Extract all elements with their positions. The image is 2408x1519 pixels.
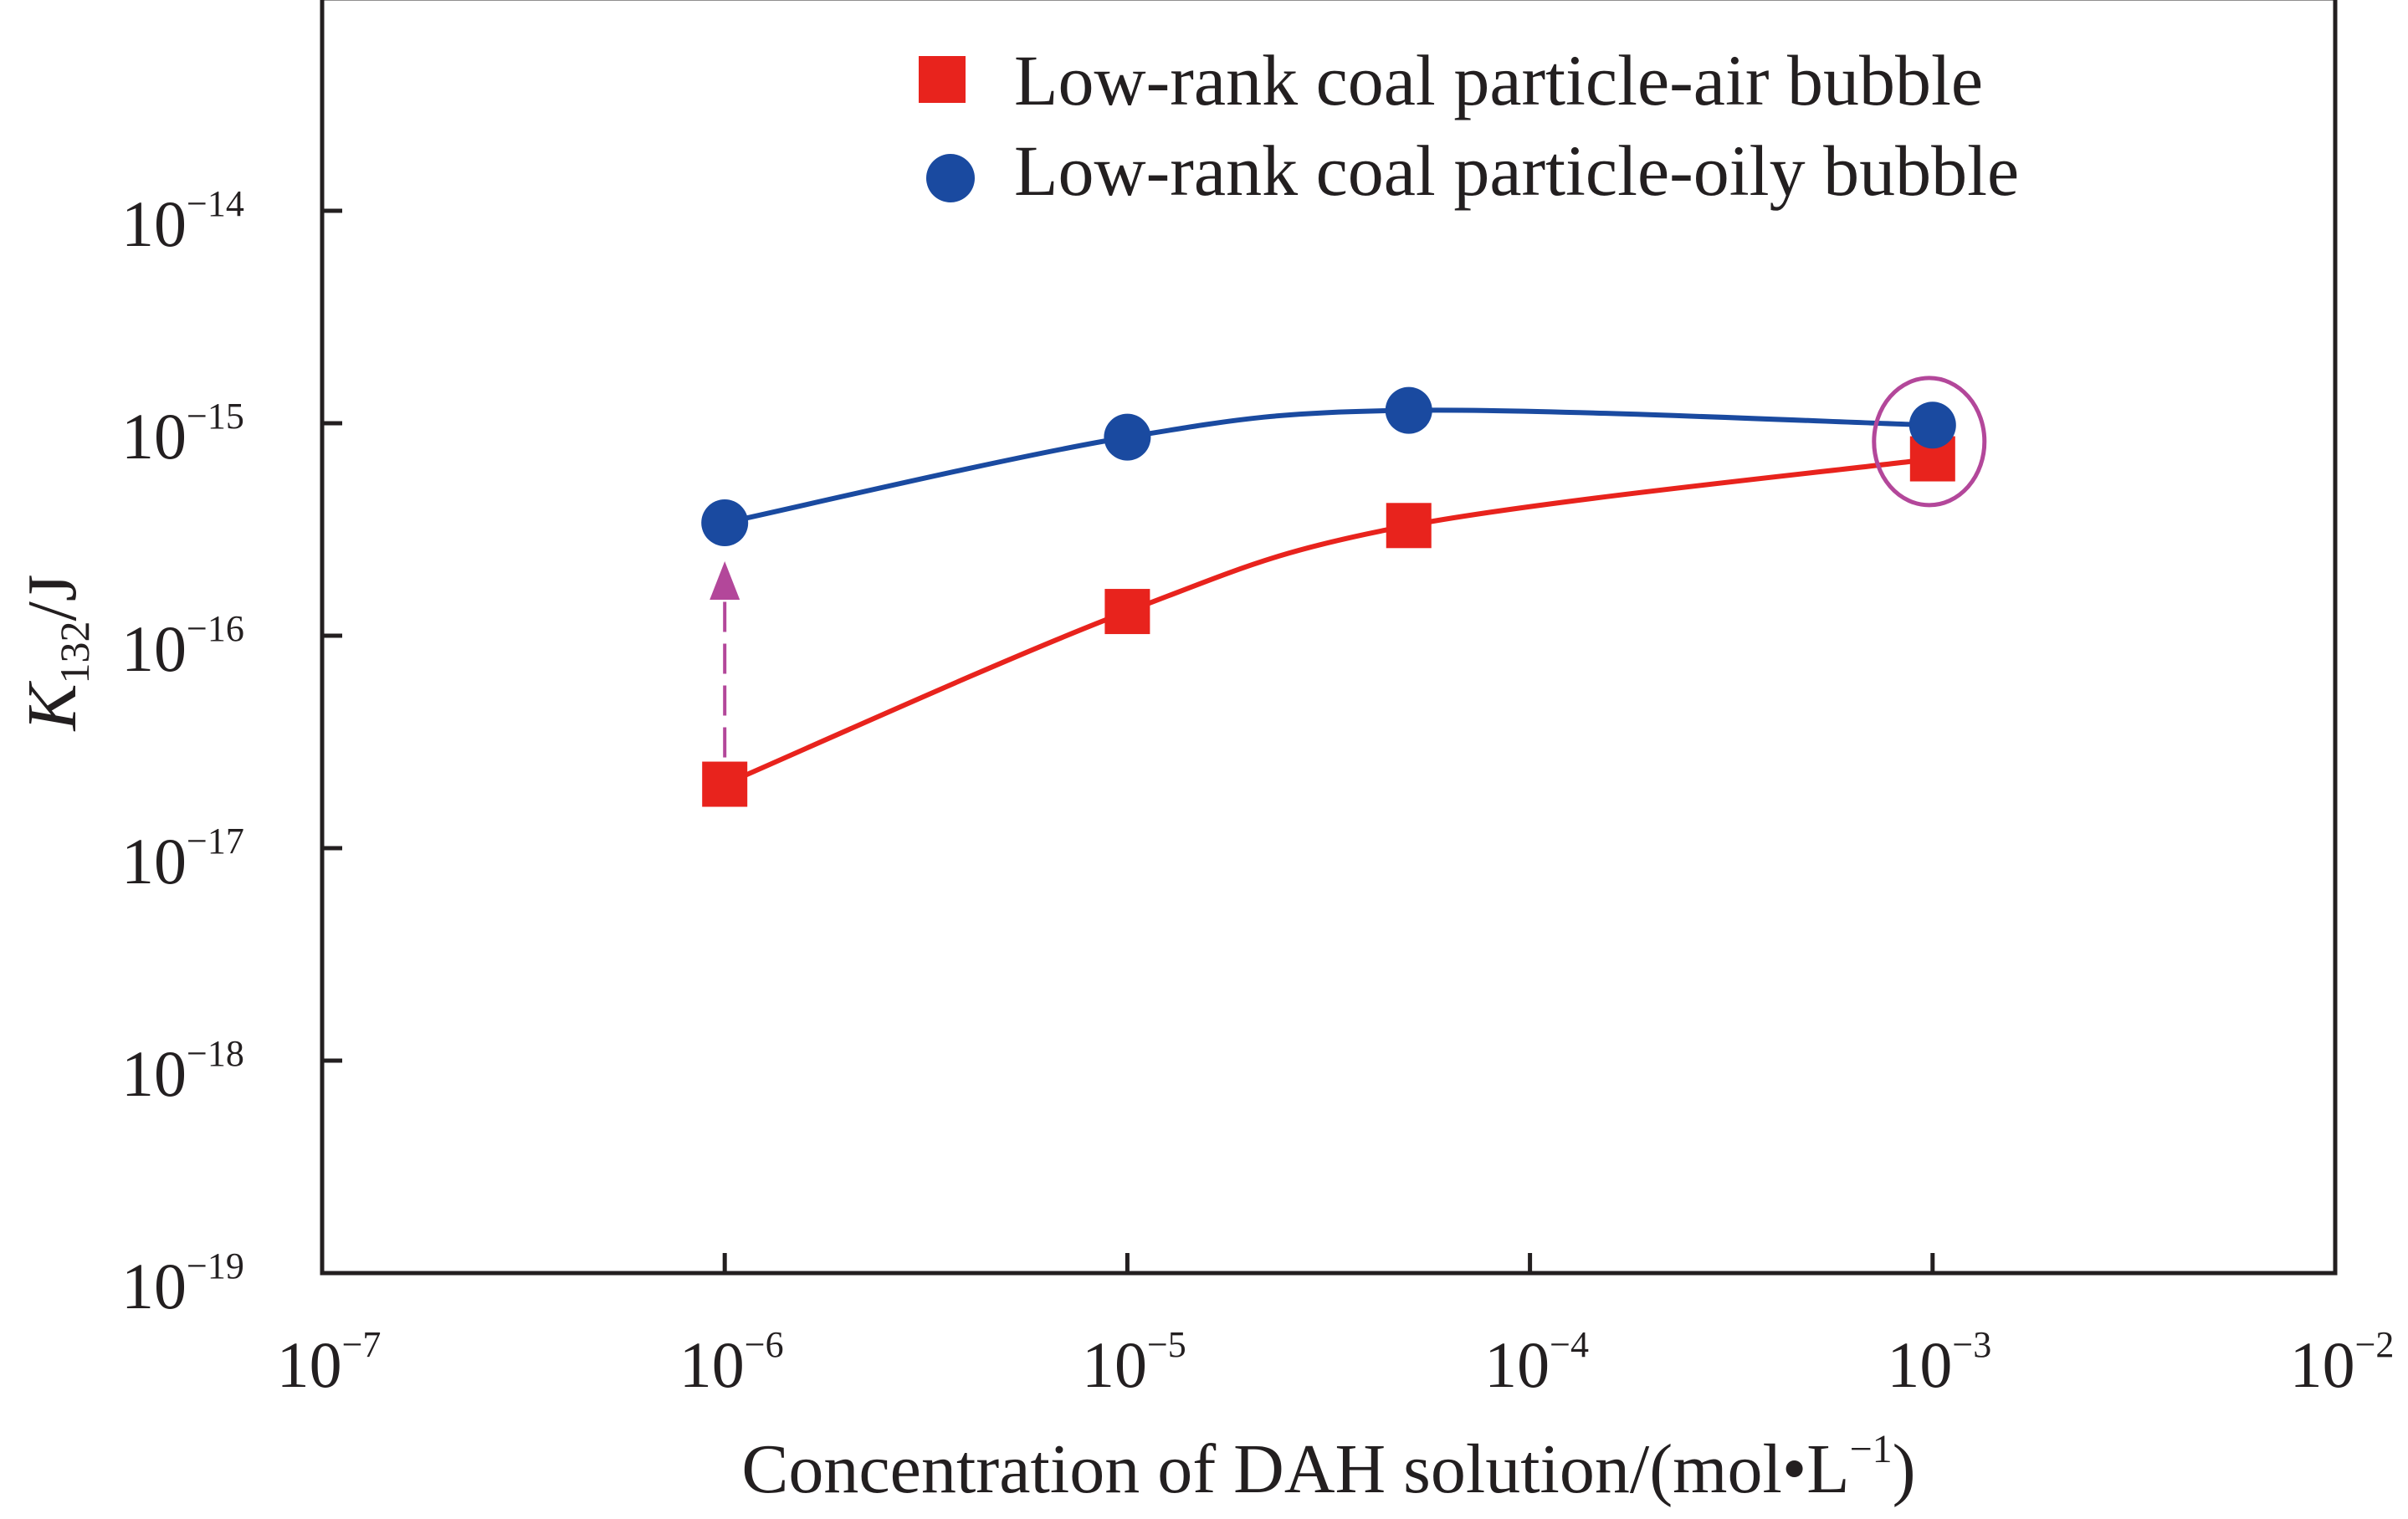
legend-marker-circle [926,154,975,202]
y-tick-label: 10−19 [121,1245,244,1322]
fit-curves [724,407,1934,787]
x-tick-label: 10−4 [1484,1324,1589,1401]
x-tick-label: 10−7 [277,1324,382,1401]
y-axis: 10−19 10−18 10−17 10−16 10−15 10−14 [121,183,342,1322]
x-tick-label: 10−5 [1082,1324,1186,1401]
x-tick-label: 10−6 [679,1324,784,1401]
y-tick-label: 10−15 [121,396,244,473]
data-point-square [702,761,748,807]
x-tick-label: 10−2 [2290,1324,2395,1401]
arrow-head [710,561,740,601]
y-tick-label: 10−16 [121,608,244,685]
y-tick-label: 10−17 [121,821,244,898]
data-point-circle [1908,401,1956,449]
y-tick-label: 10−18 [121,1033,244,1110]
data-markers [701,386,1956,807]
data-point-circle [701,499,749,547]
highlight-ellipse [1872,376,1987,508]
data-point-square [1386,503,1432,549]
x-tick-label: 10−3 [1887,1324,1991,1401]
legend-label: Low-rank coal particle-air bubble [1014,40,1983,120]
data-point-circle [1104,413,1151,461]
y-tick-label: 10−14 [121,183,244,260]
series-line-1 [724,456,1934,787]
data-point-square [1104,589,1150,635]
y-axis-title: K132/J [13,574,98,731]
x-axis: 10−7 10−6 10−5 10−4 10−3 10−2 [277,1253,2395,1401]
x-axis-title: Concentration of DAH solution/(mol•L−1) [741,1427,1915,1508]
data-point-circle [1385,386,1432,434]
legend-label: Low-rank coal particle-oily bubble [1014,130,2019,211]
legend-marker-square [919,56,966,103]
legend: Low-rank coal particle-air bubble Low-ran… [919,40,2019,211]
annotations [710,376,1987,758]
series-line-2 [724,407,1933,525]
